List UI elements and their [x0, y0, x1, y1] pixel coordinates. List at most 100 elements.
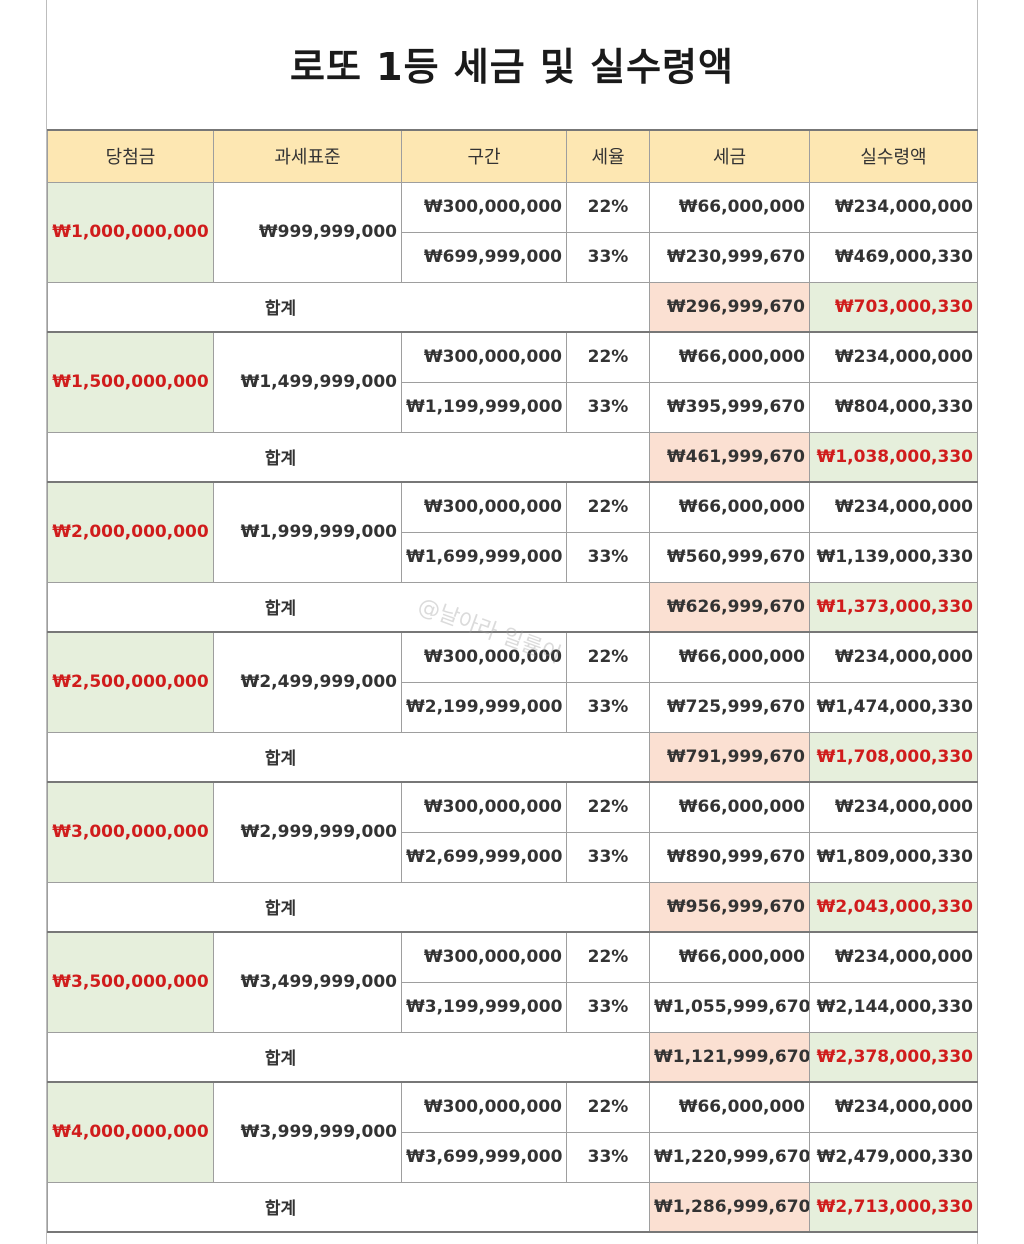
total-label: 합계	[47, 281, 650, 333]
table-row: ₩699,999,000 33% ₩230,999,670 ₩469,000,330	[48, 231, 978, 283]
header-rate: 세율	[566, 129, 650, 183]
prize-cell: ₩3,500,000,000	[47, 931, 214, 1033]
total-tax-cell: ₩296,999,670	[649, 281, 810, 333]
section-cell: ₩1,199,999,000	[401, 381, 567, 433]
total-label: 합계	[47, 1031, 650, 1083]
header-section: 구간	[401, 129, 567, 183]
total-net-cell: ₩2,713,000,330	[809, 1181, 978, 1233]
tax-cell: ₩66,000,000	[649, 631, 810, 683]
total-tax-cell: ₩461,999,670	[649, 431, 810, 483]
total-row: 합계 ₩791,999,670 ₩1,708,000,330	[47, 731, 978, 783]
total-row: 합계 ₩1,121,999,670 ₩2,378,000,330	[47, 1031, 978, 1083]
total-net-cell: ₩2,378,000,330	[809, 1031, 978, 1083]
rate-cell: 22%	[566, 1081, 650, 1133]
net-cell: ₩234,000,000	[809, 181, 978, 233]
total-net-cell: ₩1,708,000,330	[809, 731, 978, 783]
tax-cell: ₩1,220,999,670	[649, 1131, 810, 1183]
net-cell: ₩234,000,000	[809, 1081, 978, 1133]
rate-cell: 33%	[566, 381, 650, 433]
header-tax-base: 과세표준	[213, 129, 402, 183]
tax-cell: ₩66,000,000	[649, 331, 810, 383]
tax-base-cell: ₩1,999,999,000	[213, 481, 402, 583]
table-row: ₩3,000,000,000 ₩2,999,999,000 ₩300,000,000…	[47, 781, 978, 883]
tax-cell: ₩395,999,670	[649, 381, 810, 433]
total-row: 합계 ₩626,999,670 ₩1,373,000,330	[47, 581, 978, 633]
net-cell: ₩1,809,000,330	[809, 831, 978, 883]
total-tax-cell: ₩1,121,999,670	[649, 1031, 810, 1083]
section-cell: ₩2,699,999,000	[401, 831, 567, 883]
rate-cell: 33%	[566, 981, 650, 1033]
total-tax-cell: ₩1,286,999,670	[649, 1181, 810, 1233]
net-cell: ₩1,139,000,330	[809, 531, 978, 583]
rate-cell: 33%	[566, 831, 650, 883]
total-tax-cell: ₩956,999,670	[649, 881, 810, 933]
total-row: 합계 ₩296,999,670 ₩703,000,330	[47, 281, 978, 333]
total-label: 합계	[47, 1181, 650, 1233]
net-cell: ₩2,479,000,330	[809, 1131, 978, 1183]
table-row: ₩4,000,000,000 ₩3,999,999,000 ₩300,000,000…	[47, 1081, 978, 1183]
table-row: ₩1,500,000,000 ₩1,499,999,000 ₩300,000,000…	[47, 331, 978, 433]
lotto-tax-table: 당첨금 과세표준 구간 세율 세금 실수령액 ₩1,000,000,000 ₩99…	[47, 129, 978, 1233]
prize-cell: ₩2,500,000,000	[47, 631, 214, 733]
table-row: ₩2,699,999,000 33% ₩890,999,670 ₩1,809,000,…	[48, 831, 978, 883]
total-tax-cell: ₩791,999,670	[649, 731, 810, 783]
prize-cell: ₩3,000,000,000	[47, 781, 214, 883]
section-cell: ₩300,000,000	[401, 481, 567, 533]
total-row: 합계 ₩461,999,670 ₩1,038,000,330	[47, 431, 978, 483]
header-net: 실수령액	[809, 129, 978, 183]
table-row: ₩2,500,000,000 ₩2,499,999,000 ₩300,000,000…	[47, 631, 978, 733]
total-net-cell: ₩703,000,330	[809, 281, 978, 333]
net-cell: ₩234,000,000	[809, 781, 978, 833]
spreadsheet-sheet: 로또 1등 세금 및 실수령액 당첨금 과세표준 구간 세율 세금 실수령액 ₩…	[46, 0, 978, 1244]
tax-base-cell: ₩999,999,000	[213, 181, 402, 283]
section-cell: ₩300,000,000	[401, 331, 567, 383]
tax-base-cell: ₩3,999,999,000	[213, 1081, 402, 1183]
section-cell: ₩300,000,000	[401, 781, 567, 833]
tax-base-cell: ₩3,499,999,000	[213, 931, 402, 1033]
rate-cell: 22%	[566, 181, 650, 233]
total-label: 합계	[47, 731, 650, 783]
rate-cell: 33%	[566, 231, 650, 283]
header-tax: 세금	[649, 129, 810, 183]
net-cell: ₩804,000,330	[809, 381, 978, 433]
rate-cell: 22%	[566, 481, 650, 533]
tax-cell: ₩66,000,000	[649, 481, 810, 533]
prize-cell: ₩4,000,000,000	[47, 1081, 214, 1183]
prize-cell: ₩1,500,000,000	[47, 331, 214, 433]
section-cell: ₩1,699,999,000	[401, 531, 567, 583]
rate-cell: 33%	[566, 531, 650, 583]
tax-base-cell: ₩2,999,999,000	[213, 781, 402, 883]
table-row: ₩3,199,999,000 33% ₩1,055,999,670 ₩2,144,00…	[48, 981, 978, 1033]
rate-cell: 22%	[566, 931, 650, 983]
tax-cell: ₩66,000,000	[649, 781, 810, 833]
total-row: 합계 ₩1,286,999,670 ₩2,713,000,330	[47, 1181, 978, 1233]
prize-cell: ₩1,000,000,000	[47, 181, 214, 283]
table-row: ₩2,000,000,000 ₩1,999,999,000 ₩300,000,000…	[47, 481, 978, 583]
tax-base-cell: ₩2,499,999,000	[213, 631, 402, 733]
rate-cell: 22%	[566, 781, 650, 833]
tax-cell: ₩66,000,000	[649, 931, 810, 983]
table-body: ₩1,000,000,000 ₩999,999,000 ₩300,000,000 22…	[47, 181, 978, 1233]
net-cell: ₩234,000,000	[809, 631, 978, 683]
tax-cell: ₩66,000,000	[649, 1081, 810, 1133]
total-label: 합계	[47, 431, 650, 483]
page-title: 로또 1등 세금 및 실수령액	[290, 45, 734, 89]
total-tax-cell: ₩626,999,670	[649, 581, 810, 633]
table-row: ₩1,199,999,000 33% ₩395,999,670 ₩804,000,33…	[48, 381, 978, 433]
tax-cell: ₩230,999,670	[649, 231, 810, 283]
net-cell: ₩2,144,000,330	[809, 981, 978, 1033]
table-row: ₩1,000,000,000 ₩999,999,000 ₩300,000,000 22…	[47, 181, 978, 283]
net-cell: ₩234,000,000	[809, 481, 978, 533]
rate-cell: 22%	[566, 631, 650, 683]
total-net-cell: ₩1,038,000,330	[809, 431, 978, 483]
net-cell: ₩234,000,000	[809, 931, 978, 983]
tax-cell: ₩66,000,000	[649, 181, 810, 233]
net-cell: ₩234,000,000	[809, 331, 978, 383]
rate-cell: 33%	[566, 681, 650, 733]
header-prize: 당첨금	[47, 129, 214, 183]
net-cell: ₩469,000,330	[809, 231, 978, 283]
section-cell: ₩699,999,000	[401, 231, 567, 283]
tax-cell: ₩560,999,670	[649, 531, 810, 583]
section-cell: ₩300,000,000	[401, 631, 567, 683]
net-cell: ₩1,474,000,330	[809, 681, 978, 733]
